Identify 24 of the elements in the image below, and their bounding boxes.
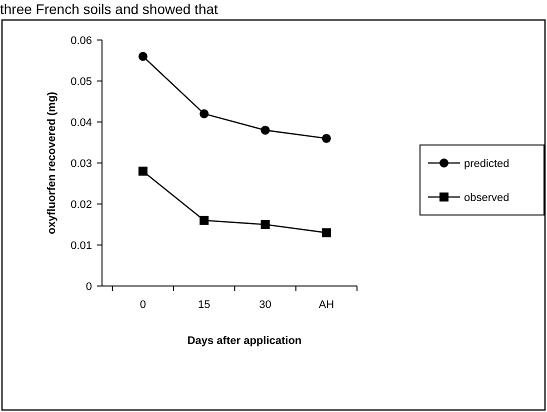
point	[322, 228, 331, 238]
point	[200, 216, 209, 225]
x-tick-label: 15	[198, 299, 210, 311]
point	[322, 134, 331, 143]
legend-label: observed	[464, 192, 510, 204]
point	[200, 109, 209, 118]
point	[260, 126, 270, 135]
y-tick-label: 0.06	[70, 34, 92, 47]
x-axis-title: Days after application	[187, 335, 302, 347]
y-tick-label: 0.01	[70, 240, 92, 252]
x-tick-label: AH	[318, 299, 334, 311]
point	[138, 166, 148, 176]
y-tick-label: 0.05	[70, 76, 92, 88]
x-tick-label: 30	[259, 299, 272, 311]
point	[138, 52, 148, 61]
legend-label: predicted	[464, 158, 510, 170]
text: three French soils and showed that	[0, 1, 218, 17]
y-tick-label: 0.02	[70, 198, 92, 211]
y-tick-label: 0	[86, 280, 92, 293]
y-tick-label: 0.04	[70, 116, 92, 129]
y-tick-label: 0.03	[70, 158, 92, 170]
x-tick-label: 0	[140, 299, 146, 311]
point	[260, 220, 270, 229]
y-axis-title: oxyfluorfen recovered (mg)	[46, 91, 58, 234]
